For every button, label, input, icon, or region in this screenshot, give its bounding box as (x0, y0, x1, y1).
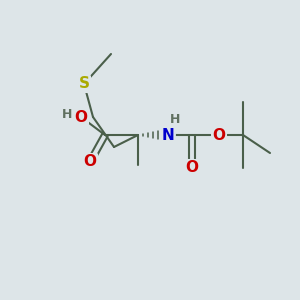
Text: H: H (62, 107, 73, 121)
Text: O: O (185, 160, 199, 175)
Text: S: S (79, 76, 89, 92)
Text: O: O (74, 110, 88, 124)
Text: O: O (83, 154, 97, 169)
Text: H: H (170, 113, 181, 127)
Text: N: N (162, 128, 174, 142)
Text: O: O (212, 128, 226, 142)
